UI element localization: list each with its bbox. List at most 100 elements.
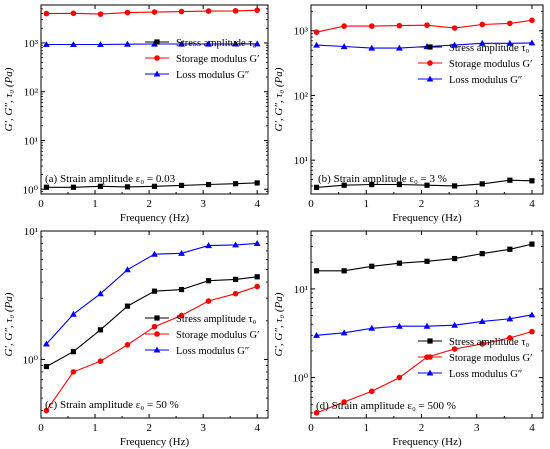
data-point [528, 39, 536, 46]
data-point [478, 39, 486, 46]
data-point [253, 40, 261, 47]
data-point [254, 7, 260, 13]
legend-marker [154, 39, 160, 45]
data-point [124, 266, 131, 273]
data-point [529, 328, 535, 335]
y-tick-label: 10⁰ [23, 354, 39, 366]
x-tick-label: 2 [146, 422, 152, 434]
legend-marker [154, 315, 160, 321]
data-point [313, 41, 320, 48]
axes-frame [40, 4, 269, 195]
data-point [124, 40, 131, 47]
data-point [506, 39, 514, 46]
data-point [43, 184, 50, 190]
legend-label: Storage modulus G′ [176, 54, 259, 65]
legend: Stress amplitude τ₀ Storage modulus G′ Los… [418, 337, 532, 380]
y-tick-label: 10⁰ [23, 184, 39, 196]
data-point [424, 182, 430, 188]
y-tick-label: 10³ [24, 38, 39, 50]
legend-label: Stress amplitude τ₀ [176, 38, 257, 49]
data-point [528, 311, 536, 318]
data-point [341, 399, 347, 405]
data-point [205, 278, 212, 284]
data-point [506, 315, 514, 322]
data-point [232, 290, 239, 297]
data-point [178, 286, 185, 293]
data-point [70, 349, 77, 355]
legend-marker [153, 70, 161, 77]
legend-label: Stress amplitude τ₀ [449, 337, 530, 348]
data-point [70, 184, 77, 190]
data-point [529, 178, 535, 184]
data-point [341, 182, 347, 188]
x-tick-label: 1 [92, 198, 98, 210]
legend-marker [154, 55, 160, 61]
x-tick-label: 3 [474, 422, 480, 434]
data-point [368, 324, 376, 331]
series-line-0 [316, 243, 533, 272]
data-point [151, 250, 158, 257]
data-point [97, 11, 104, 17]
legend-label: Storage modulus G′ [176, 330, 259, 341]
data-point [451, 41, 459, 48]
legend: Stress amplitude τ₀ Storage modulus G′ Los… [145, 38, 259, 81]
data-point [254, 283, 260, 290]
data-point [70, 369, 77, 375]
data-point [205, 8, 212, 14]
x-tick-label: 1 [363, 422, 369, 434]
legend-label: Loss modulus G″ [176, 70, 249, 81]
data-point [205, 242, 212, 249]
data-point [70, 10, 77, 17]
x-tick-label: 4 [254, 198, 260, 210]
x-tick-label: 3 [474, 198, 480, 210]
data-point [341, 23, 347, 29]
x-tick-label: 4 [529, 422, 535, 434]
data-point [97, 358, 104, 364]
data-point [313, 184, 320, 190]
y-tick-label: 10¹ [294, 155, 308, 167]
data-point [451, 321, 459, 328]
data-point [479, 251, 485, 257]
data-point [43, 340, 50, 347]
legend-label: Loss modulus G″ [449, 369, 522, 380]
data-point [369, 263, 375, 269]
data-point [43, 10, 50, 17]
x-tick-label: 4 [254, 422, 260, 434]
y-tick-label: 10¹ [24, 226, 38, 238]
series-line-1 [316, 19, 533, 33]
data-point [254, 180, 260, 186]
y-tick-label: 10¹ [294, 284, 308, 296]
data-point [396, 22, 403, 29]
x-tick-label: 3 [200, 198, 206, 210]
y-axis-label: G′, G″, τ₀ (Pa) [273, 67, 285, 131]
legend-marker [426, 369, 434, 376]
data-point [232, 276, 239, 282]
panel-c: 0 1 2 3 4 10⁰ 10¹ Frequency (Hz) G′, G″, τ₀ (Pa)… [3, 226, 269, 448]
data-point [124, 303, 131, 309]
data-point [452, 255, 458, 262]
data-point [178, 249, 185, 256]
data-point [368, 44, 376, 51]
y-tick-label: 10³ [294, 26, 309, 38]
x-axis-label: Frequency (Hz) [392, 436, 462, 448]
x-tick-label: 3 [200, 422, 206, 434]
data-point [43, 41, 50, 48]
panel-annotation: (c) Strain amplitude ε₀ = 50 % [45, 399, 179, 411]
data-point [396, 260, 402, 266]
data-point [178, 40, 185, 47]
legend-label: Stress amplitude τ₀ [449, 43, 530, 54]
data-point [178, 182, 185, 189]
legend-marker [427, 60, 433, 66]
x-tick-label: 2 [419, 198, 425, 210]
x-tick-label: 2 [419, 422, 425, 434]
legend: Stress amplitude τ₀ Storage modulus G′ Los… [145, 314, 259, 357]
data-point [452, 183, 458, 189]
data-point [70, 41, 77, 48]
data-point [396, 181, 402, 188]
x-axis-label: Frequency (Hz) [120, 212, 190, 224]
x-tick-label: 0 [308, 198, 314, 210]
data-point [313, 331, 320, 338]
data-point [178, 312, 185, 319]
x-tick-label: 0 [38, 198, 44, 210]
x-tick-label: 2 [146, 198, 152, 210]
